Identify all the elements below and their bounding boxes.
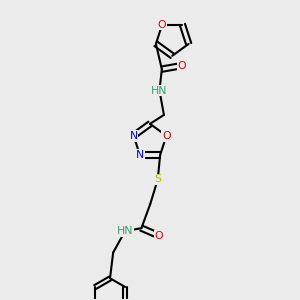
Text: O: O [158, 20, 167, 30]
Text: HN: HN [151, 85, 168, 95]
Text: N: N [136, 150, 144, 160]
Text: N: N [130, 131, 138, 141]
Text: HN: HN [117, 226, 133, 236]
Text: O: O [154, 231, 163, 241]
Text: O: O [178, 61, 186, 70]
Text: S: S [154, 174, 161, 184]
Text: O: O [162, 131, 171, 141]
